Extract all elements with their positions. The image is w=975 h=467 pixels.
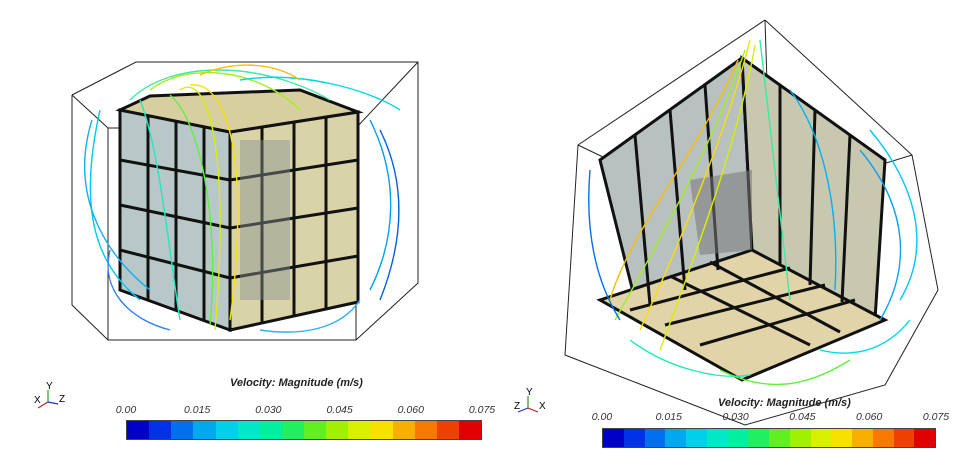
- colorbar-cell: [436, 421, 459, 439]
- colorbar-cell: [348, 421, 371, 439]
- right-tick-5: 0.075: [922, 411, 950, 423]
- colorbar-cell: [914, 429, 935, 447]
- colorbar-cell: [852, 429, 873, 447]
- right-cube-structure: [596, 54, 889, 382]
- left-view-panel: Y X Z Velocity: Magnitude (m/s) 0.00 0.0…: [34, 61, 495, 446]
- right-tick-1: 0.015: [655, 411, 682, 423]
- left-tick-2: 0.030: [255, 404, 282, 416]
- left-tick-5: 0.075: [468, 404, 496, 416]
- colorbar-cell: [831, 429, 852, 447]
- colorbar-cell: [603, 429, 624, 447]
- colorbar-cell: [171, 421, 194, 439]
- colorbar-cell: [665, 429, 686, 447]
- left-tick-1: 0.015: [184, 404, 211, 416]
- right-tick-4: 0.060: [856, 411, 883, 423]
- right-tick-2: 0.030: [722, 411, 749, 423]
- right-tick-3: 0.045: [789, 411, 816, 423]
- left-legend-ticks: 0.00 0.015 0.030 0.045 0.060 0.075: [116, 404, 495, 416]
- left-tick-0: 0.00: [115, 404, 137, 416]
- colorbar-cell: [370, 421, 393, 439]
- right-colorbar: [602, 428, 936, 448]
- right-axis-triad: Y Z X: [514, 387, 546, 413]
- right-tick-0: 0.00: [591, 411, 613, 423]
- colorbar-cell: [686, 429, 707, 447]
- colorbar-cell: [237, 421, 260, 439]
- colorbar-cell: [414, 421, 437, 439]
- left-cube-structure: [115, 88, 364, 333]
- colorbar-cell: [215, 421, 238, 439]
- colorbar-cell: [259, 421, 282, 439]
- left-y-axis-label: Y: [46, 381, 53, 392]
- left-z-axis-label: Z: [59, 394, 65, 405]
- colorbar-cell: [789, 429, 811, 447]
- colorbar-cell: [769, 429, 790, 447]
- right-y-axis-label: Y: [526, 387, 533, 398]
- colorbar-cell: [644, 429, 666, 447]
- colorbar-cell: [872, 429, 894, 447]
- colorbar-cell: [149, 421, 172, 439]
- colorbar-cell: [458, 421, 481, 439]
- left-colorbar-legend: Velocity: Magnitude (m/s) 0.00 0.015 0.0…: [116, 376, 495, 446]
- colorbar-cell: [326, 421, 349, 439]
- right-legend-title: Velocity: Magnitude (m/s): [718, 397, 851, 409]
- colorbar-cell: [727, 429, 749, 447]
- right-legend-ticks: 0.00 0.015 0.030 0.045 0.060 0.075: [592, 411, 949, 423]
- colorbar-cell: [281, 421, 304, 439]
- right-streamlines: [588, 39, 918, 386]
- left-tick-4: 0.060: [397, 404, 424, 416]
- right-view-panel: Y Z X Velocity: Magnitude (m/s) 0.00 0.0…: [490, 0, 975, 467]
- colorbar-cell: [623, 429, 645, 447]
- colorbar-cell: [193, 421, 216, 439]
- left-axis-triad: Y X Z: [34, 381, 65, 409]
- colorbar-cell: [127, 421, 150, 439]
- right-streamline-render: Y Z X: [514, 19, 939, 426]
- right-x-axis-label: X: [539, 401, 546, 412]
- colorbar-cell: [893, 429, 915, 447]
- colorbar-cell: [706, 429, 728, 447]
- colorbar-cell: [392, 421, 415, 439]
- right-colorbar-legend: Velocity: Magnitude (m/s) 0.00 0.015 0.0…: [590, 397, 970, 463]
- left-legend-title: Velocity: Magnitude (m/s): [230, 377, 363, 389]
- left-x-axis-label: X: [34, 395, 41, 406]
- left-tick-3: 0.045: [326, 404, 353, 416]
- left-streamlines: [84, 64, 401, 333]
- right-z-axis-label: Z: [514, 401, 520, 412]
- colorbar-cell: [748, 429, 769, 447]
- left-streamline-render: Y X Z: [34, 61, 419, 409]
- left-colorbar: [126, 420, 482, 440]
- colorbar-cell: [304, 421, 327, 439]
- colorbar-cell: [810, 429, 832, 447]
